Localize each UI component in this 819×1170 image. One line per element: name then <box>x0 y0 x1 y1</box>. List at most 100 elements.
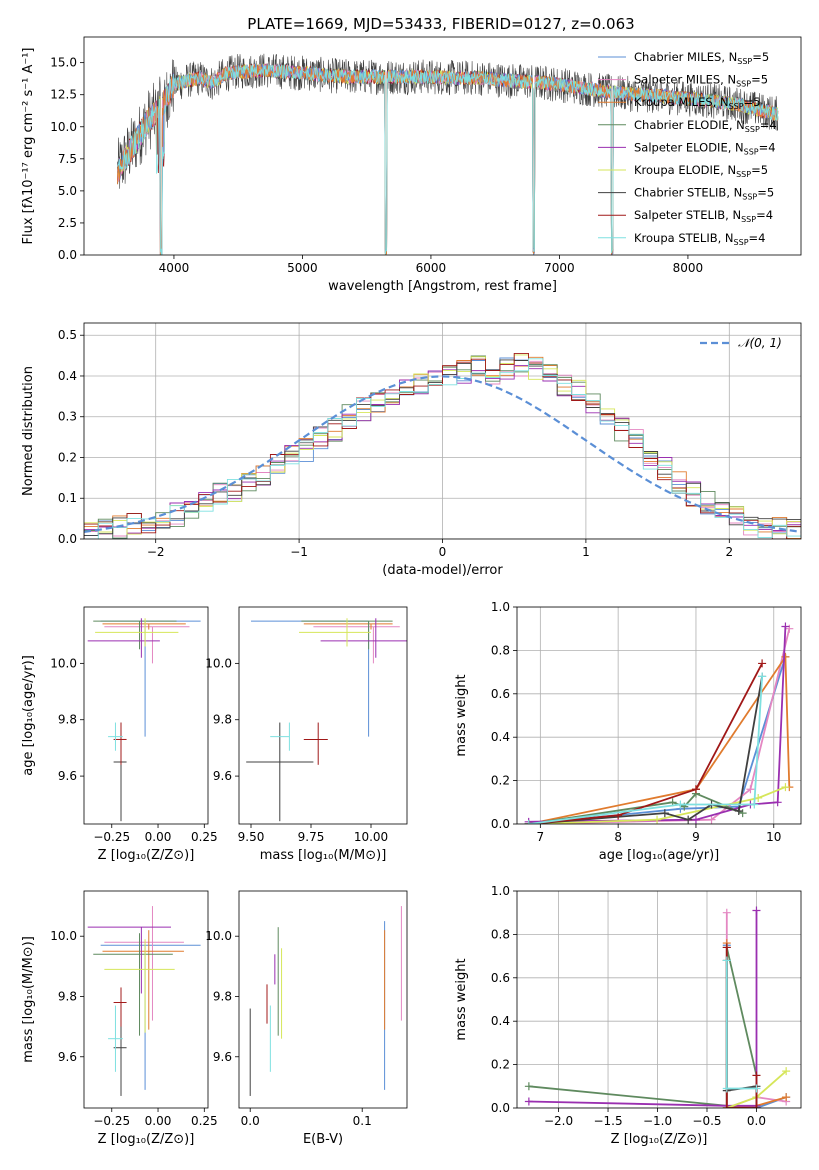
y-tick-label: 9.8 <box>58 989 77 1003</box>
legend-label-main: Chabrier MILES, N <box>634 50 737 64</box>
spectrum-line <box>117 63 779 255</box>
mass-weight-line <box>528 662 763 824</box>
y-tick-label: 0.0 <box>58 248 77 262</box>
mass-weight-marker <box>722 908 731 917</box>
errorbar-point <box>320 618 407 658</box>
mass-weight-marker <box>758 672 767 681</box>
errorbar-point <box>102 930 184 1030</box>
y-tick-label: 10.0 <box>50 120 77 134</box>
y-tick-label: 0.2 <box>491 1058 510 1072</box>
legend-label: Kroupa MILES, NSSP=5 <box>634 95 760 111</box>
mass-weight-marker <box>691 785 700 794</box>
legend-label: Chabrier MILES, NSSP=5 <box>634 50 769 66</box>
mass-weight-marker <box>758 659 767 668</box>
mass-weight-line <box>528 654 791 824</box>
errorbar-point <box>303 623 393 630</box>
gaussian-legend-label: 𝒩(0, 1) <box>738 336 782 350</box>
errorbar-point <box>95 618 179 647</box>
y-tick-label: 9.6 <box>213 1050 232 1064</box>
x-tick-label: 8000 <box>673 261 704 275</box>
y-tick-label: 0.2 <box>58 450 77 464</box>
mass-weight-marker <box>752 1071 761 1080</box>
plot-area <box>87 618 201 822</box>
legend-label-main: Chabrier ELODIE, N <box>634 118 745 132</box>
mass-weight-marker <box>524 1097 533 1106</box>
errorbar-point <box>113 987 127 1027</box>
x-tick-label: −0.25 <box>93 830 130 844</box>
plot-area <box>117 53 779 255</box>
plot-area <box>84 323 801 539</box>
x-tick-label: 0 <box>439 545 447 559</box>
y-tick-label: 0.3 <box>58 410 77 424</box>
mass-weight-marker <box>722 1084 731 1093</box>
mass-weight-marker <box>746 785 755 794</box>
x-tick-label: −2 <box>147 545 165 559</box>
mass-weight-marker <box>752 1084 761 1093</box>
x-tick-label: 0.00 <box>145 830 172 844</box>
x-axis-label: Z [log₁₀(Z/Z⊙)] <box>98 848 195 863</box>
x-tick-label: 0.00 <box>145 1114 172 1128</box>
x-tick-label: 10.00 <box>354 830 388 844</box>
y-tick-label: 0.4 <box>491 730 510 744</box>
errorbar-point <box>87 926 171 994</box>
y-tick-label: 7.5 <box>58 152 77 166</box>
y-tick-label: 10.0 <box>50 929 77 943</box>
axes-frame <box>83 890 209 1109</box>
mass-weight-marker <box>781 652 790 661</box>
mass-weight-marker <box>524 1082 533 1091</box>
x-tick-label: 5000 <box>287 261 318 275</box>
y-tick-label: 1.0 <box>491 600 510 614</box>
mass-weight-line <box>528 910 758 1107</box>
y-tick-label: 5.0 <box>58 184 77 198</box>
x-tick-label: 9.50 <box>238 830 265 844</box>
x-tick-label: 0.0 <box>747 1114 766 1128</box>
plot-area <box>249 906 402 1096</box>
y-axis-label: mass weight <box>454 958 469 1040</box>
legend-label: Salpeter ELODIE, NSSP=4 <box>634 140 776 156</box>
errorbar-point <box>93 620 177 650</box>
plot-area <box>517 607 801 824</box>
chart-massweight_vs_age: 7 8 9 10 0.0 0.2 0.4 0.6 0.8 1.0 age [log₁₀(age/yr… <box>454 600 802 863</box>
chart-age_vs_mass: 9.50 9.75 10.00 9.6 9.8 10.0 mass [log₁₀(M/M⊙)… <box>205 606 408 863</box>
mass-weight-marker <box>781 622 790 631</box>
mass-weight-line <box>528 676 763 824</box>
legend-label-main: Kroupa ELODIE, N <box>634 163 736 177</box>
x-tick-label: 0.25 <box>191 1114 218 1128</box>
legend-label-suffix: =5 <box>751 73 768 87</box>
mass-weight-marker <box>524 820 533 824</box>
x-axis-label: Z [log₁₀(Z/Z⊙)] <box>611 1132 708 1147</box>
x-axis-label: (data-model)/error <box>382 563 503 578</box>
x-tick-label: 6000 <box>416 261 447 275</box>
y-tick-label: 15.0 <box>50 56 77 70</box>
errorbar-point <box>87 618 160 658</box>
errorbar-point <box>108 722 123 751</box>
y-tick-label: 9.6 <box>213 769 232 783</box>
errorbar-point <box>102 623 186 630</box>
y-tick-label: 9.6 <box>58 769 77 783</box>
y-tick-label: 9.8 <box>58 713 77 727</box>
errorbar-point <box>299 618 371 647</box>
x-tick-label: −1.0 <box>643 1114 672 1128</box>
mass-weight-marker <box>734 806 743 815</box>
legend-label-sub: SSP <box>734 238 749 247</box>
x-tick-label: 0.25 <box>191 830 218 844</box>
axes-frame <box>238 890 408 1109</box>
errorbar-point <box>303 722 328 765</box>
y-tick-label: 9.8 <box>213 713 232 727</box>
x-axis-label: Z [log₁₀(Z/Z⊙)] <box>98 1132 195 1147</box>
mass-weight-marker <box>752 906 761 915</box>
plot-area <box>87 906 201 1096</box>
mass-weight-marker <box>722 956 731 965</box>
errorbar-point <box>93 933 173 1036</box>
legend-label-suffix: =4 <box>760 118 777 132</box>
mass-weight-marker <box>691 815 700 824</box>
x-tick-label: −0.25 <box>93 1114 130 1128</box>
x-axis-label: wavelength [Angstrom, rest frame] <box>328 279 557 294</box>
mass-weight-line <box>528 786 786 824</box>
legend-label-suffix: =4 <box>749 231 766 245</box>
x-axis-label: mass [log₁₀(M/M⊙)] <box>260 848 387 863</box>
chart-massweight_vs_Z: −2.0 −1.5 −1.0 −0.5 0.0 0.0 0.2 0.4 0.6 0.8 1.0 Z [… <box>454 884 802 1147</box>
y-tick-label: 1.0 <box>491 884 510 898</box>
y-tick-label: 0.0 <box>491 817 510 831</box>
